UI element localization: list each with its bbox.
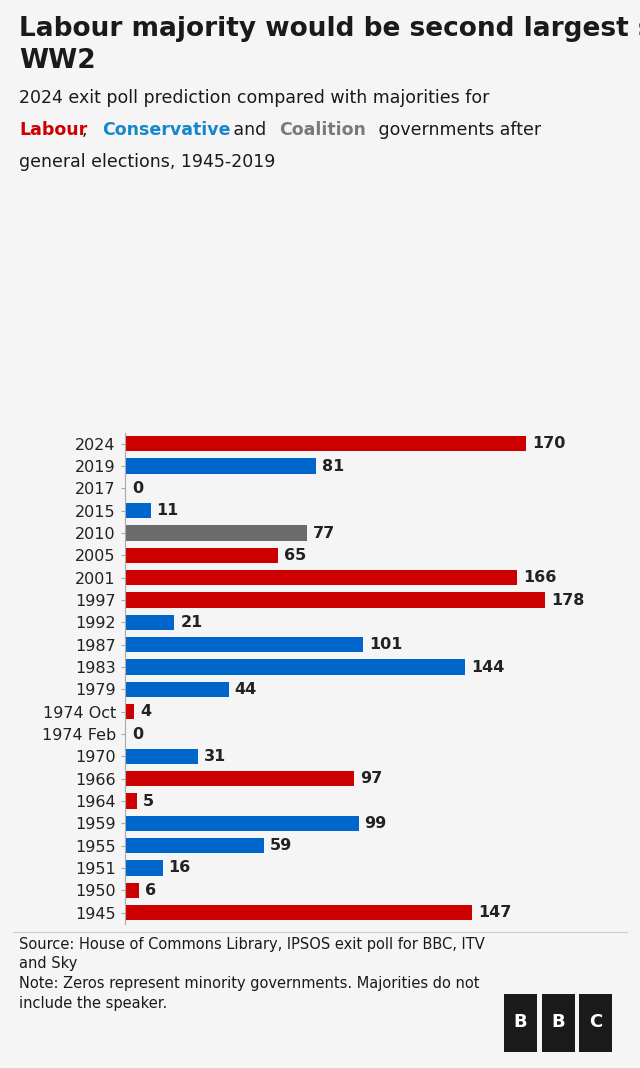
Bar: [125, 794, 136, 808]
Text: 44: 44: [235, 681, 257, 696]
Text: Coalition: Coalition: [280, 121, 367, 139]
Bar: [125, 681, 228, 697]
Text: 6: 6: [145, 883, 156, 898]
Text: 59: 59: [270, 838, 292, 853]
Bar: [125, 570, 517, 585]
Text: 170: 170: [532, 436, 566, 451]
Text: 11: 11: [157, 503, 179, 518]
Bar: [125, 861, 163, 876]
Text: general elections, 1945-2019: general elections, 1945-2019: [19, 153, 276, 171]
Bar: [125, 726, 127, 741]
Text: Source: House of Commons Library, IPSOS exit poll for BBC, ITV
and Sky
Note: Zer: Source: House of Commons Library, IPSOS …: [19, 937, 485, 1011]
Text: B: B: [513, 1012, 527, 1031]
FancyBboxPatch shape: [504, 994, 537, 1052]
Text: 4: 4: [140, 704, 151, 719]
Bar: [125, 704, 134, 719]
Bar: [125, 548, 278, 563]
Text: WW2: WW2: [19, 48, 96, 74]
Text: 166: 166: [523, 570, 556, 585]
Text: Conservative: Conservative: [102, 121, 231, 139]
Bar: [125, 503, 151, 518]
Text: 21: 21: [180, 615, 202, 630]
Bar: [125, 481, 127, 496]
Text: ,: ,: [82, 121, 93, 139]
Bar: [125, 615, 174, 630]
Text: 81: 81: [322, 458, 344, 473]
Text: 0: 0: [132, 481, 144, 496]
Bar: [125, 883, 139, 898]
Bar: [125, 436, 526, 452]
Text: 16: 16: [168, 861, 191, 876]
Bar: [125, 458, 316, 473]
Text: 144: 144: [471, 660, 504, 675]
Text: 5: 5: [143, 794, 154, 808]
Text: 97: 97: [360, 771, 382, 786]
Bar: [125, 593, 545, 608]
Bar: [125, 659, 465, 675]
Text: 0: 0: [132, 726, 144, 741]
Bar: [125, 838, 264, 853]
Text: B: B: [551, 1012, 565, 1031]
Bar: [125, 638, 364, 653]
Text: 99: 99: [365, 816, 387, 831]
FancyBboxPatch shape: [579, 994, 612, 1052]
Text: 101: 101: [369, 638, 403, 653]
Text: Labour: Labour: [19, 121, 88, 139]
Text: 77: 77: [312, 525, 335, 540]
Bar: [125, 816, 358, 831]
Text: and: and: [228, 121, 271, 139]
Text: Labour majority would be second largest since: Labour majority would be second largest …: [19, 16, 640, 42]
Text: 178: 178: [551, 593, 584, 608]
Text: 31: 31: [204, 749, 226, 764]
Bar: [125, 905, 472, 921]
Text: governments after: governments after: [373, 121, 541, 139]
Text: 2024 exit poll prediction compared with majorities for: 2024 exit poll prediction compared with …: [19, 89, 490, 107]
Text: 147: 147: [478, 906, 511, 921]
Text: C: C: [589, 1012, 602, 1031]
Bar: [125, 749, 198, 764]
FancyBboxPatch shape: [541, 994, 575, 1052]
Bar: [125, 771, 354, 786]
Text: 65: 65: [284, 548, 307, 563]
Bar: [125, 525, 307, 540]
